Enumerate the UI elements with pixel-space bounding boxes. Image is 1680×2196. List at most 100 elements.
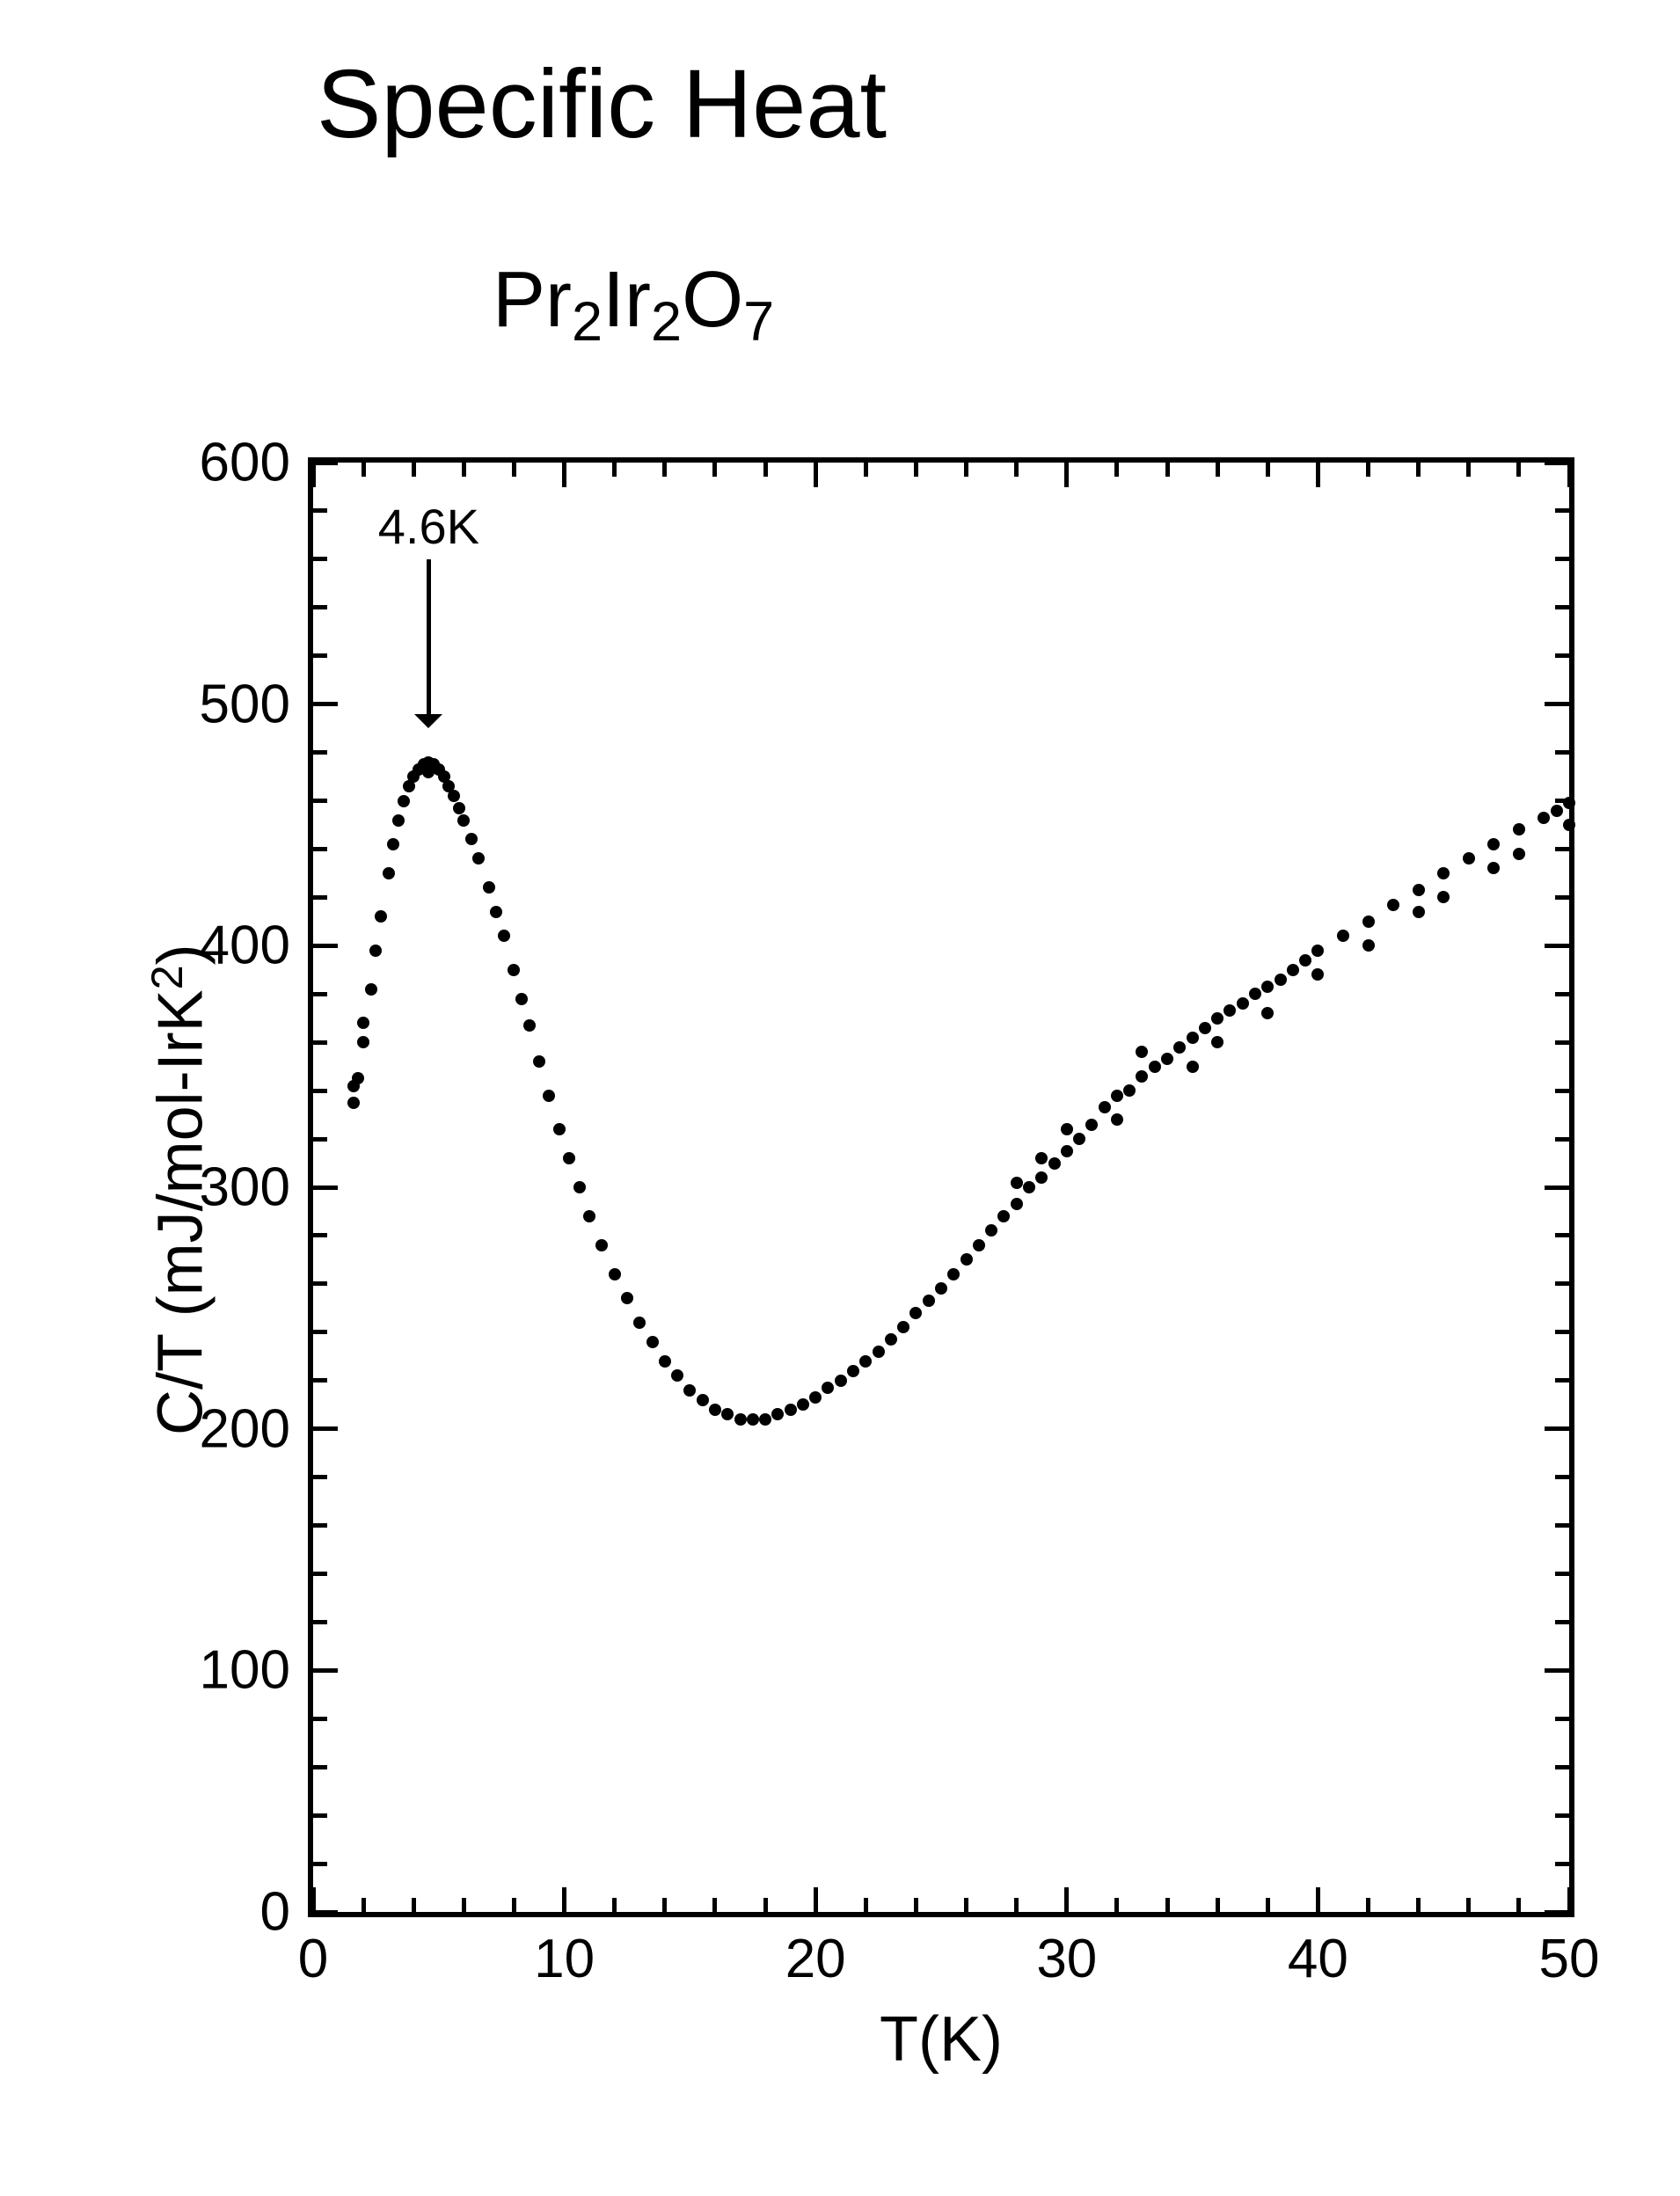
- axis-tick: [1416, 463, 1421, 477]
- data-point: [1538, 812, 1550, 824]
- axis-tick: [1555, 1717, 1569, 1721]
- axis-tick: [1114, 1898, 1119, 1912]
- axis-tick: [1466, 1898, 1471, 1912]
- compound-part: Ir: [603, 256, 651, 344]
- y-tick-label: 400: [200, 915, 290, 977]
- compound-part: Pr: [493, 256, 572, 344]
- axis-tick: [1216, 1898, 1220, 1912]
- data-point: [1261, 1007, 1274, 1019]
- axis-tick: [313, 1620, 327, 1624]
- data-point: [909, 1307, 922, 1319]
- axis-tick: [1516, 1898, 1521, 1912]
- axis-tick: [864, 463, 868, 477]
- axis-tick: [1545, 944, 1569, 948]
- data-point: [961, 1253, 973, 1266]
- axis-tick: [864, 1898, 868, 1912]
- data-point: [352, 1072, 364, 1084]
- data-point: [885, 1333, 897, 1346]
- data-point: [1136, 1046, 1148, 1058]
- axis-tick: [1266, 463, 1270, 477]
- data-point: [797, 1398, 809, 1411]
- compound-sub: 7: [743, 291, 774, 353]
- axis-tick: [1555, 508, 1569, 513]
- axis-tick: [313, 605, 327, 609]
- axis-tick: [313, 508, 327, 513]
- axis-tick: [313, 1330, 327, 1334]
- axis-tick: [1064, 463, 1069, 487]
- data-point: [859, 1355, 872, 1368]
- data-point: [472, 852, 485, 865]
- axis-tick: [914, 463, 918, 477]
- axis-tick: [1555, 895, 1569, 900]
- data-point: [1099, 1101, 1111, 1113]
- axis-tick: [763, 1898, 768, 1912]
- axis-tick: [712, 463, 717, 477]
- axis-tick: [313, 702, 338, 706]
- axis-tick: [313, 799, 327, 803]
- axis-tick: [964, 1898, 968, 1912]
- axis-tick: [763, 463, 768, 477]
- axis-tick: [1555, 1620, 1569, 1624]
- x-tick-label: 30: [1036, 1928, 1097, 1990]
- data-point: [1437, 891, 1450, 903]
- data-point: [1513, 823, 1525, 835]
- data-point: [923, 1295, 935, 1307]
- data-point: [1513, 848, 1525, 860]
- y-tick-label: 300: [200, 1156, 290, 1219]
- axis-tick: [412, 1898, 416, 1912]
- axis-tick: [1555, 605, 1569, 609]
- data-point: [1123, 1084, 1136, 1097]
- y-tick-label: 200: [200, 1397, 290, 1460]
- axis-tick: [1555, 1281, 1569, 1286]
- axis-tick: [1165, 1898, 1170, 1912]
- data-point: [1299, 954, 1311, 967]
- axis-tick: [313, 1668, 338, 1673]
- data-point: [583, 1210, 595, 1222]
- data-point: [375, 910, 387, 923]
- axis-tick: [1567, 463, 1572, 487]
- axis-tick: [313, 461, 338, 465]
- y-axis-label-sup: 2: [142, 965, 192, 989]
- data-point: [1249, 988, 1261, 1000]
- data-point: [1551, 805, 1563, 817]
- data-point: [1187, 1032, 1199, 1044]
- x-axis-label-text: T(K): [880, 2004, 1003, 2075]
- data-point: [448, 790, 460, 802]
- axis-tick: [313, 895, 327, 900]
- data-point: [1011, 1177, 1023, 1189]
- data-point: [1362, 939, 1375, 952]
- data-point: [785, 1404, 797, 1416]
- data-point: [1073, 1133, 1085, 1145]
- axis-tick: [1516, 463, 1521, 477]
- axis-tick: [1114, 463, 1119, 477]
- data-point: [1413, 884, 1425, 896]
- axis-tick: [1555, 1862, 1569, 1866]
- axis-tick: [662, 463, 667, 477]
- data-point: [1563, 819, 1575, 831]
- data-point: [822, 1382, 834, 1394]
- axis-tick: [313, 847, 327, 851]
- compound-sub: 2: [572, 291, 603, 353]
- y-tick-label: 0: [260, 1881, 290, 1944]
- data-point: [483, 881, 495, 894]
- compound-sub: 2: [651, 291, 682, 353]
- data-point: [1149, 1061, 1161, 1073]
- axis-tick: [313, 1475, 327, 1479]
- data-point: [490, 906, 502, 918]
- data-point: [553, 1123, 566, 1135]
- data-point: [997, 1210, 1010, 1222]
- data-point: [1237, 997, 1249, 1010]
- data-point: [709, 1404, 721, 1416]
- axis-tick: [313, 1572, 327, 1576]
- axis-tick: [712, 1898, 717, 1912]
- data-point: [747, 1413, 759, 1426]
- axis-tick: [1316, 463, 1320, 487]
- axis-tick: [313, 1089, 327, 1093]
- axis-tick: [1466, 463, 1471, 477]
- data-point: [771, 1408, 784, 1420]
- scatter-plot: [308, 457, 1574, 1917]
- data-point: [1111, 1090, 1123, 1102]
- axis-tick: [1555, 750, 1569, 755]
- axis-tick: [1555, 1475, 1569, 1479]
- axis-tick: [1216, 463, 1220, 477]
